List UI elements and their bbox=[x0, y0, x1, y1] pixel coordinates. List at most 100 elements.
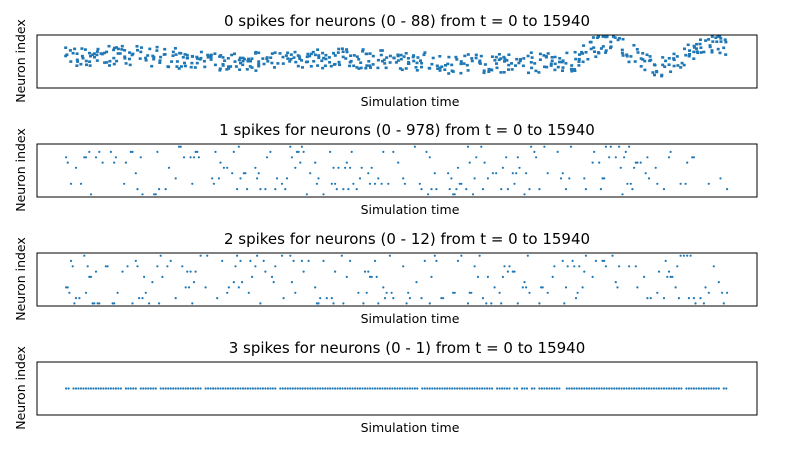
spike-point bbox=[155, 45, 159, 49]
spike-point bbox=[179, 387, 182, 390]
spike-point bbox=[725, 387, 728, 390]
spike-point bbox=[559, 177, 563, 180]
raster-panel-2: 2 spikes for neurons (0 - 12) from t = 0… bbox=[13, 230, 758, 326]
spike-point bbox=[331, 387, 334, 390]
spike-point bbox=[204, 286, 207, 289]
spike-point bbox=[109, 150, 112, 153]
spike-point bbox=[501, 275, 504, 278]
spike-point bbox=[686, 254, 689, 257]
spike-point bbox=[319, 387, 322, 390]
spike-point bbox=[506, 188, 509, 191]
spike-point bbox=[715, 40, 719, 43]
spike-point bbox=[275, 177, 279, 180]
spike-point bbox=[423, 259, 426, 262]
spike-point bbox=[299, 161, 302, 164]
spike-point bbox=[525, 286, 528, 289]
spike-point bbox=[199, 254, 202, 257]
spike-point bbox=[652, 387, 656, 390]
spike-point bbox=[175, 60, 179, 63]
spike-point bbox=[314, 387, 317, 390]
spike-point bbox=[368, 182, 372, 185]
spike-point bbox=[518, 166, 521, 169]
spike-point bbox=[448, 188, 451, 191]
spike-point bbox=[526, 254, 529, 257]
spike-point bbox=[206, 56, 210, 59]
spike-point bbox=[522, 57, 526, 60]
spike-point bbox=[199, 387, 202, 390]
spike-point bbox=[226, 166, 229, 169]
spike-point bbox=[613, 387, 616, 390]
spike-point bbox=[495, 172, 498, 175]
spike-point bbox=[689, 254, 692, 257]
spike-point bbox=[446, 387, 449, 390]
spike-point bbox=[551, 275, 554, 278]
spike-point bbox=[286, 387, 289, 390]
spike-point bbox=[530, 387, 534, 390]
spike-point bbox=[406, 62, 410, 65]
spike-point bbox=[158, 61, 162, 64]
spike-point bbox=[583, 270, 586, 273]
spike-point bbox=[320, 59, 324, 63]
spike-point bbox=[365, 291, 368, 294]
spike-point bbox=[95, 50, 99, 53]
spike-point bbox=[234, 65, 238, 68]
spike-point bbox=[400, 68, 404, 72]
spike-point bbox=[134, 387, 137, 390]
spike-point bbox=[438, 69, 442, 72]
spike-point bbox=[572, 68, 576, 71]
spike-point bbox=[206, 53, 210, 57]
spike-point bbox=[440, 297, 443, 300]
spike-point bbox=[237, 58, 241, 62]
spike-point bbox=[520, 387, 524, 390]
spike-point bbox=[495, 62, 498, 65]
spike-point bbox=[515, 57, 519, 61]
spike-point bbox=[239, 387, 242, 390]
spike-point bbox=[621, 193, 624, 196]
spike-point bbox=[254, 166, 257, 169]
spike-point bbox=[428, 387, 431, 390]
spike-point bbox=[571, 259, 574, 262]
spike-point bbox=[68, 291, 71, 294]
spike-point bbox=[699, 38, 702, 41]
spike-point bbox=[64, 46, 68, 49]
spike-point bbox=[213, 52, 217, 55]
spike-point bbox=[513, 387, 516, 390]
spike-point bbox=[314, 286, 317, 289]
spike-point bbox=[274, 188, 277, 191]
spike-point bbox=[438, 66, 442, 70]
spike-point bbox=[362, 302, 365, 305]
spike-point bbox=[92, 387, 95, 390]
spike-point bbox=[530, 66, 534, 70]
spike-point bbox=[265, 156, 269, 159]
spike-point bbox=[591, 36, 595, 39]
spike-point bbox=[190, 54, 194, 58]
spike-point bbox=[355, 55, 359, 58]
spike-point bbox=[249, 387, 252, 390]
spike-point bbox=[420, 297, 423, 300]
spike-point bbox=[448, 387, 451, 390]
spike-point bbox=[486, 177, 489, 180]
spike-point bbox=[625, 53, 629, 56]
spike-point bbox=[696, 51, 700, 55]
spike-point bbox=[364, 66, 368, 70]
spike-point bbox=[345, 48, 349, 51]
spike-point bbox=[718, 35, 722, 38]
spike-point bbox=[339, 387, 342, 390]
spike-point bbox=[704, 39, 708, 42]
spike-point bbox=[317, 56, 321, 60]
spike-point bbox=[187, 387, 190, 390]
spike-point bbox=[261, 387, 264, 390]
spike-point bbox=[209, 53, 213, 57]
spike-point bbox=[433, 387, 436, 390]
spike-point bbox=[321, 387, 324, 390]
spike-point bbox=[523, 193, 526, 196]
spike-point bbox=[66, 286, 69, 289]
spike-point bbox=[489, 68, 493, 71]
spike-point bbox=[394, 61, 398, 64]
spike-point bbox=[274, 387, 277, 390]
spike-point bbox=[284, 54, 288, 57]
spike-point bbox=[584, 188, 588, 191]
spike-point bbox=[717, 281, 720, 284]
panel-1-spike-points bbox=[65, 145, 729, 196]
spike-point bbox=[493, 59, 497, 62]
